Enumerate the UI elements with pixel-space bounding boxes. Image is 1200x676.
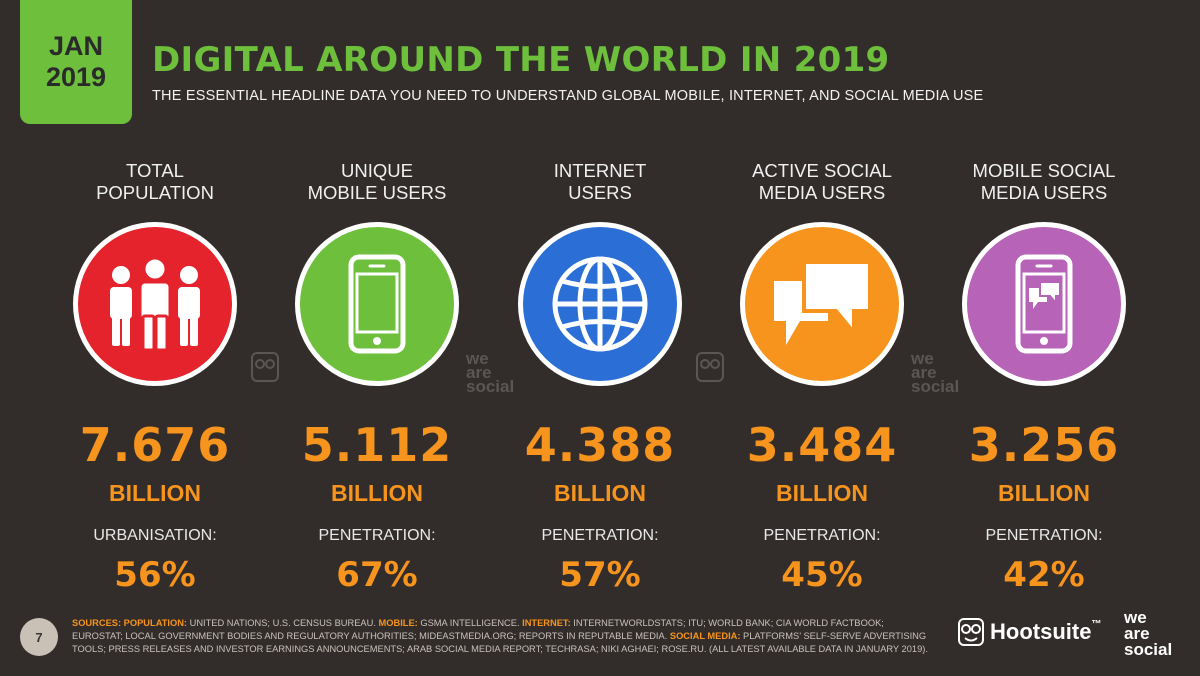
stat-label-line2: MEDIA USERS xyxy=(980,182,1108,203)
stat-percent: 56% xyxy=(114,555,196,595)
hootsuite-logo: Hootsuite™ xyxy=(958,618,1101,646)
stat-label-line2: MOBILE USERS xyxy=(307,182,447,203)
chat-bubbles-icon xyxy=(740,222,904,386)
mobile-phone-icon xyxy=(295,222,459,386)
stat-percent: 45% xyxy=(781,555,863,595)
we-are-social-watermark: we are social xyxy=(911,349,960,396)
logo-word: are xyxy=(1124,624,1150,643)
mobile-sources: GSMA INTELLIGENCE. xyxy=(417,618,523,628)
stat-unit: BILLION xyxy=(998,480,1090,506)
stat-label-line2: USERS xyxy=(568,182,632,203)
stat-unit: BILLION xyxy=(331,480,423,506)
stat-value: 3.484 xyxy=(746,418,898,472)
stat-percent: 67% xyxy=(336,555,418,595)
stat-unit: BILLION xyxy=(109,480,201,506)
stat-percent: 57% xyxy=(559,555,641,595)
hootsuite-owl-watermark-icon xyxy=(251,352,279,382)
stat-label-line1: INTERNET xyxy=(553,160,647,181)
population-key: POPULATION: xyxy=(123,618,188,628)
we-are-social-watermark: we are social xyxy=(466,349,515,396)
mobile-chat-icon xyxy=(962,222,1126,386)
globe-icon xyxy=(518,222,682,386)
stat-label-line1: MOBILE SOCIAL xyxy=(972,160,1116,181)
we-are-social-logo: we are social xyxy=(1124,608,1173,659)
stat-internet-users: INTERNET USERS 4.388 BILLION PENETRATION… xyxy=(490,160,710,595)
badge-month: JAN xyxy=(48,31,103,61)
watermark-word: social xyxy=(911,377,960,396)
watermark-word: we xyxy=(466,349,489,368)
stat-label-line1: UNIQUE xyxy=(341,160,413,181)
hootsuite-owl-watermark-icon xyxy=(696,352,724,382)
people-icon xyxy=(73,222,237,386)
population-sources: UNITED NATIONS; U.S. CENSUS BUREAU. xyxy=(187,618,379,628)
stat-sub-label: PENETRATION: xyxy=(985,527,1103,544)
sources-key: SOURCES: xyxy=(72,618,122,628)
stat-label-line1: ACTIVE SOCIAL xyxy=(752,160,892,181)
stat-label-line1: TOTAL xyxy=(126,160,184,181)
social-media-key: SOCIAL MEDIA: xyxy=(669,631,741,641)
sources-text: SOURCES: POPULATION: UNITED NATIONS; U.S… xyxy=(72,617,932,656)
date-badge: JAN 2019 xyxy=(20,0,132,124)
stat-percent: 42% xyxy=(1003,555,1085,595)
stat-label: MOBILE SOCIAL MEDIA USERS xyxy=(973,160,1116,208)
stat-sub-label: PENETRATION: xyxy=(763,527,881,544)
social-media-sources: PLATFORMS’ SELF-SERVE ADVERTISING TOOLS;… xyxy=(72,631,928,654)
stat-label-line2: POPULATION xyxy=(96,182,214,203)
internet-sources: INTERNETWORLDSTATS; ITU; WORLD BANK; CIA… xyxy=(72,618,884,641)
stat-label: TOTAL POPULATION xyxy=(96,160,214,208)
logo-word: social xyxy=(1124,640,1173,659)
stat-unit: BILLION xyxy=(554,480,646,506)
stat-value: 7.676 xyxy=(79,418,231,472)
stat-mobile-social-media-users: MOBILE SOCIAL MEDIA USERS 3.256 BILLION … xyxy=(934,160,1154,595)
hootsuite-owl-icon xyxy=(958,618,984,646)
stat-label-line2: MEDIA USERS xyxy=(758,182,886,203)
stat-active-social-media-users: ACTIVE SOCIAL MEDIA USERS 3.484 BILLION … xyxy=(712,160,932,595)
stat-label: ACTIVE SOCIAL MEDIA USERS xyxy=(752,160,892,208)
internet-key: INTERNET: xyxy=(522,618,571,628)
stat-value: 4.388 xyxy=(524,418,676,472)
badge-year: 2019 xyxy=(45,62,107,92)
stat-value: 5.112 xyxy=(301,418,453,472)
page-title: DIGITAL AROUND THE WORLD IN 2019 xyxy=(152,40,890,80)
hootsuite-name: Hootsuite xyxy=(990,619,1092,644)
stat-total-population: TOTAL POPULATION 7.676 BI xyxy=(45,160,265,595)
watermark-word: we xyxy=(911,349,934,368)
stat-sub-label: PENETRATION: xyxy=(318,527,436,544)
stat-sub-label: PENETRATION: xyxy=(541,527,659,544)
watermark-word: social xyxy=(466,377,515,396)
stat-label: UNIQUE MOBILE USERS xyxy=(308,160,447,208)
page-subtitle: THE ESSENTIAL HEADLINE DATA YOU NEED TO … xyxy=(152,88,984,104)
watermark-word: are xyxy=(466,363,492,382)
stat-unit: BILLION xyxy=(776,480,868,506)
stat-value: 3.256 xyxy=(968,418,1120,472)
stat-label: INTERNET USERS xyxy=(554,160,647,208)
mobile-key: MOBILE: xyxy=(378,618,418,628)
stat-unique-mobile-users: UNIQUE MOBILE USERS 5.112 BILLION PENETR… xyxy=(267,160,487,595)
logo-word: we xyxy=(1124,608,1147,627)
stat-sub-label: URBANISATION: xyxy=(93,527,217,544)
trademark: ™ xyxy=(1091,619,1102,630)
watermark-word: are xyxy=(911,363,937,382)
page-number: 7 xyxy=(20,618,58,656)
hootsuite-wordmark: Hootsuite™ xyxy=(990,619,1101,645)
